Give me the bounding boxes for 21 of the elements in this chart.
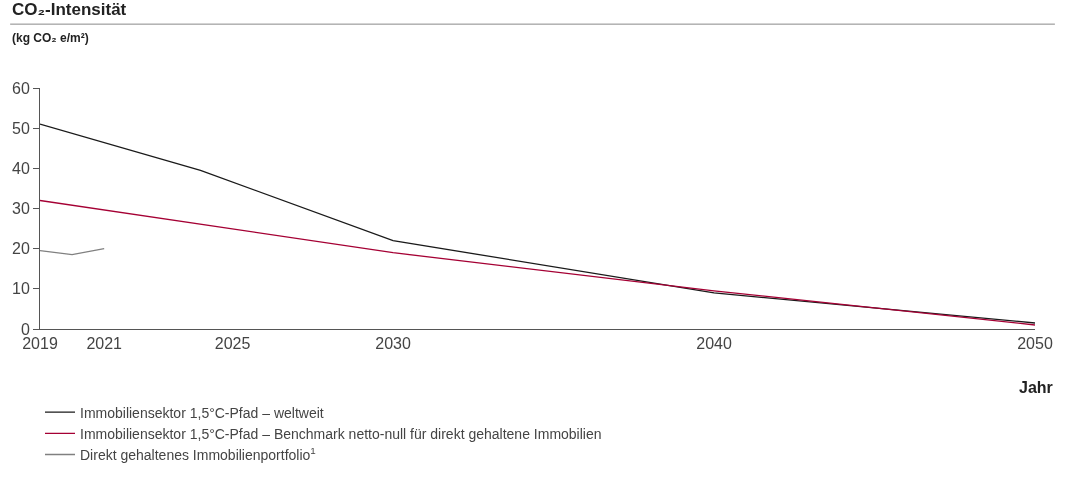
x-tick-label: 2021 [86,335,123,353]
chart-title: CO₂-Intensität [12,0,127,19]
y-tick-label: 0 [20,320,30,338]
line-series [40,199,1035,326]
y-tick-label: 60 [12,79,30,97]
x-tick-label: 2025 [214,335,251,353]
y-tick-label: 20 [12,240,30,258]
x-tick-label: 2050 [1017,335,1053,353]
x-tick-label: 2030 [375,335,411,353]
y-tick-label: 30 [12,200,30,218]
x-axis-title: Jahr [1019,379,1053,396]
y-tick-label: 40 [12,159,30,177]
line-series [40,123,1035,324]
y-axis-title: (kg CO₂ e/m²) [12,31,89,45]
legend-label: Direkt gehaltenes Immobilienportfolio$^{1}$ [80,445,316,463]
y-tick-label: 10 [12,280,30,298]
y-tick-label: 50 [12,119,30,137]
x-tick-label: 2019 [22,335,58,353]
legend-label: Immobiliensektor 1,5°C-Pfad – weltweit [80,404,324,421]
legend-label: Immobiliensektor 1,5°C-Pfad – Benchmark netto-null für direkt gehaltene Immobilien [80,425,602,442]
x-tick-label: 2040 [696,335,732,353]
